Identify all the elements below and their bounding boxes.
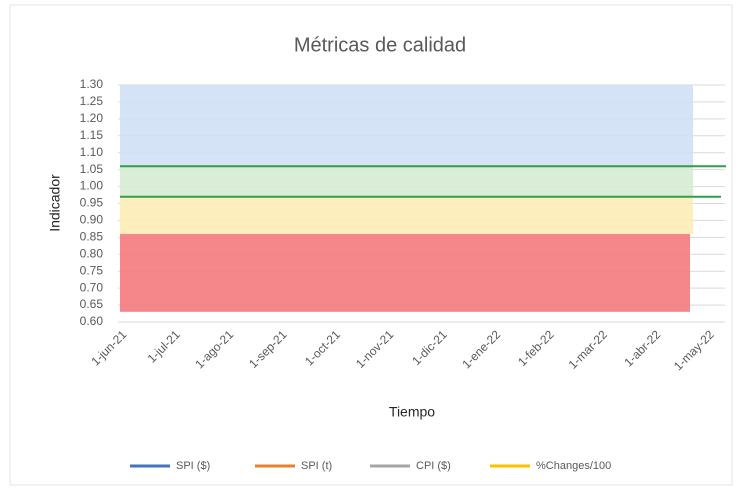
y-tick-label: 1.10 xyxy=(80,145,104,159)
y-tick-label: 0.85 xyxy=(80,230,104,244)
y-tick-label: 1.20 xyxy=(80,111,104,125)
y-tick-label: 1.15 xyxy=(80,128,104,142)
legend-label: %Changes/100 xyxy=(536,460,611,472)
y-tick-label: 1.25 xyxy=(80,94,104,108)
y-tick-label: 1.00 xyxy=(80,179,104,193)
y-tick-label: 1.05 xyxy=(80,162,104,176)
y-tick-label: 1.30 xyxy=(80,77,104,91)
y-tick-label: 0.80 xyxy=(80,246,104,260)
x-axis-title: Tiempo xyxy=(389,404,435,420)
band xyxy=(120,85,693,167)
legend-label: SPI ($) xyxy=(176,460,210,472)
band xyxy=(120,196,693,234)
chart-title: Métricas de calidad xyxy=(294,34,466,56)
y-tick-label: 0.70 xyxy=(80,280,104,294)
y-tick-label: 0.75 xyxy=(80,263,104,277)
legend-label: CPI ($) xyxy=(416,460,451,472)
band xyxy=(120,166,693,197)
y-tick-label: 0.95 xyxy=(80,196,104,210)
legend-label: SPI (t) xyxy=(301,460,332,472)
band xyxy=(120,233,690,312)
y-tick-label: 0.65 xyxy=(80,297,104,311)
y-tick-label: 0.60 xyxy=(80,314,104,328)
y-tick-label: 0.90 xyxy=(80,213,104,227)
y-axis-title: Indicador xyxy=(47,174,63,232)
